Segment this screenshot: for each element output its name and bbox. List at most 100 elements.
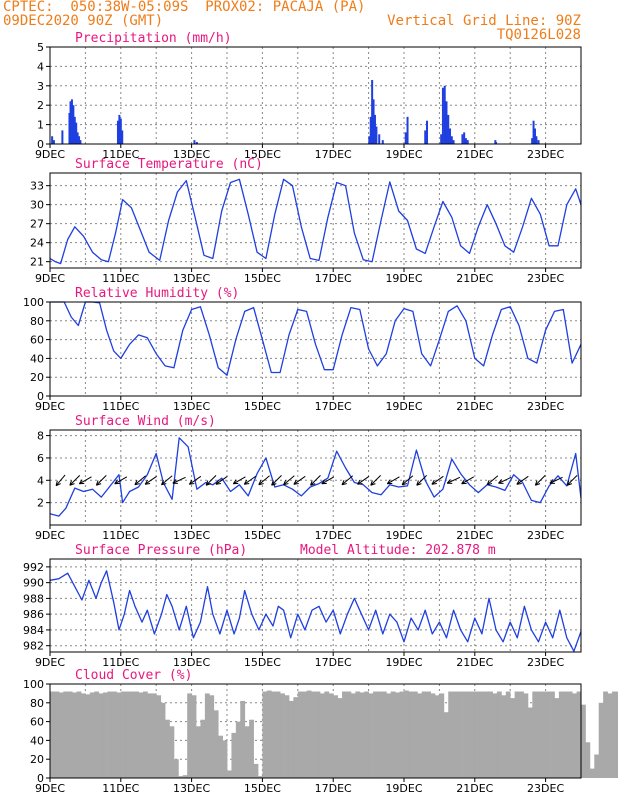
precip-bar — [61, 130, 64, 144]
precip-bar — [70, 99, 73, 144]
x-tick-label: 13DEC — [173, 656, 210, 669]
x-tick-label: 23DEC — [527, 148, 564, 161]
cloud-bar — [213, 710, 219, 778]
wind-arrow — [461, 476, 475, 485]
cloud-bar — [125, 691, 131, 778]
wind-arrow — [232, 476, 246, 485]
x-tick-label: 15DEC — [244, 529, 281, 542]
cloud-bar — [616, 691, 618, 778]
cloud-bar — [151, 693, 157, 778]
cloud-bar — [563, 691, 569, 778]
precip-bar — [76, 132, 79, 144]
cloud-bar — [284, 695, 290, 778]
cloud-bar — [474, 691, 480, 778]
precip-bar — [443, 85, 446, 144]
precip-bar — [68, 112, 71, 144]
x-tick-label: 23DEC — [527, 656, 564, 669]
wind-arrow — [114, 476, 128, 485]
y-tick-label: 986 — [23, 608, 44, 621]
precip-bar — [193, 140, 196, 144]
cloud-bar — [350, 693, 356, 778]
cloud-bar — [337, 698, 343, 778]
wind-arrow — [357, 475, 370, 485]
wind-arrow — [283, 475, 295, 486]
y-tick-label: 60 — [30, 716, 44, 729]
wind-arrow — [549, 476, 563, 484]
cloud-bar — [156, 695, 162, 778]
precip-bar — [461, 134, 464, 144]
cloud-bar — [293, 697, 299, 778]
precip-bar — [531, 138, 534, 144]
x-tick-label: 9DEC — [35, 782, 65, 795]
cloud-bar — [417, 693, 423, 778]
x-tick-label: 15DEC — [244, 148, 281, 161]
x-tick-label: 11DEC — [102, 148, 139, 161]
y-tick-label: 3 — [37, 80, 44, 93]
x-tick-label: 11DEC — [102, 272, 139, 285]
cloud-bar — [266, 690, 272, 778]
precip-bar — [447, 114, 450, 144]
cloud-bar — [315, 691, 321, 778]
precip-bar — [464, 138, 467, 144]
x-tick-label: 11DEC — [102, 656, 139, 669]
cloud-bar — [89, 692, 95, 778]
series-line — [49, 437, 582, 517]
cloud-bar — [377, 691, 383, 778]
y-tick-label: 990 — [23, 577, 44, 590]
wind-arrow — [341, 475, 354, 486]
cloud-bar — [395, 692, 400, 778]
precip-bar — [449, 128, 452, 144]
x-tick-label: 23DEC — [527, 272, 564, 285]
cloud-bar — [85, 694, 91, 778]
precip-bar — [371, 79, 374, 144]
panel-frame — [49, 683, 582, 779]
precip-bar — [463, 132, 466, 144]
cloud-bar — [594, 754, 600, 778]
cloud-bar — [550, 691, 555, 778]
wind-arrow — [271, 474, 282, 486]
cloud-bar — [50, 691, 55, 778]
precip-bar — [121, 130, 124, 144]
precip-bar — [495, 142, 498, 144]
wind-arrow — [172, 476, 186, 484]
y-tick-label: 20 — [30, 371, 44, 384]
x-tick-label: 21DEC — [456, 272, 493, 285]
header-model-id: TQ0126L028 — [496, 27, 581, 43]
x-tick-label: 15DEC — [244, 272, 281, 285]
wind-arrow — [416, 474, 428, 486]
precip-bar — [75, 122, 78, 144]
cloud-bar — [514, 691, 520, 778]
cloud-bar — [359, 692, 365, 778]
cloud-bar — [461, 691, 467, 778]
precip-bar — [404, 132, 407, 144]
cloud-bar — [532, 691, 538, 778]
panel-frame — [49, 301, 582, 397]
x-tick-label: 17DEC — [315, 400, 352, 413]
y-tick-label: 984 — [23, 624, 44, 637]
x-tick-label: 9DEC — [35, 272, 65, 285]
cloud-bar — [249, 719, 254, 778]
cloud-bar — [381, 691, 387, 778]
cloud-bar — [218, 735, 223, 778]
cloud-bar — [324, 691, 330, 778]
cloud-bar — [178, 776, 184, 778]
cloud-bar — [421, 691, 427, 778]
wind-arrow — [370, 474, 381, 486]
x-tick-label: 11DEC — [102, 529, 139, 542]
cloud-bar — [603, 691, 608, 778]
cloud-bar — [160, 702, 166, 778]
cloud-bar — [129, 691, 135, 778]
cloud-bar — [302, 691, 308, 778]
precip-bar — [424, 130, 427, 144]
y-tick-label: 30 — [30, 199, 44, 212]
wind-arrow — [188, 475, 202, 485]
x-tick-label: 15DEC — [244, 400, 281, 413]
y-tick-label: 988 — [23, 592, 44, 605]
wind-arrow — [78, 476, 92, 485]
cloud-bar — [63, 691, 69, 778]
precip-bar — [452, 140, 455, 144]
wind-arrow — [431, 475, 444, 485]
precip-bar — [440, 134, 443, 144]
cloud-bar — [244, 726, 250, 778]
cloud-bar — [541, 691, 546, 778]
